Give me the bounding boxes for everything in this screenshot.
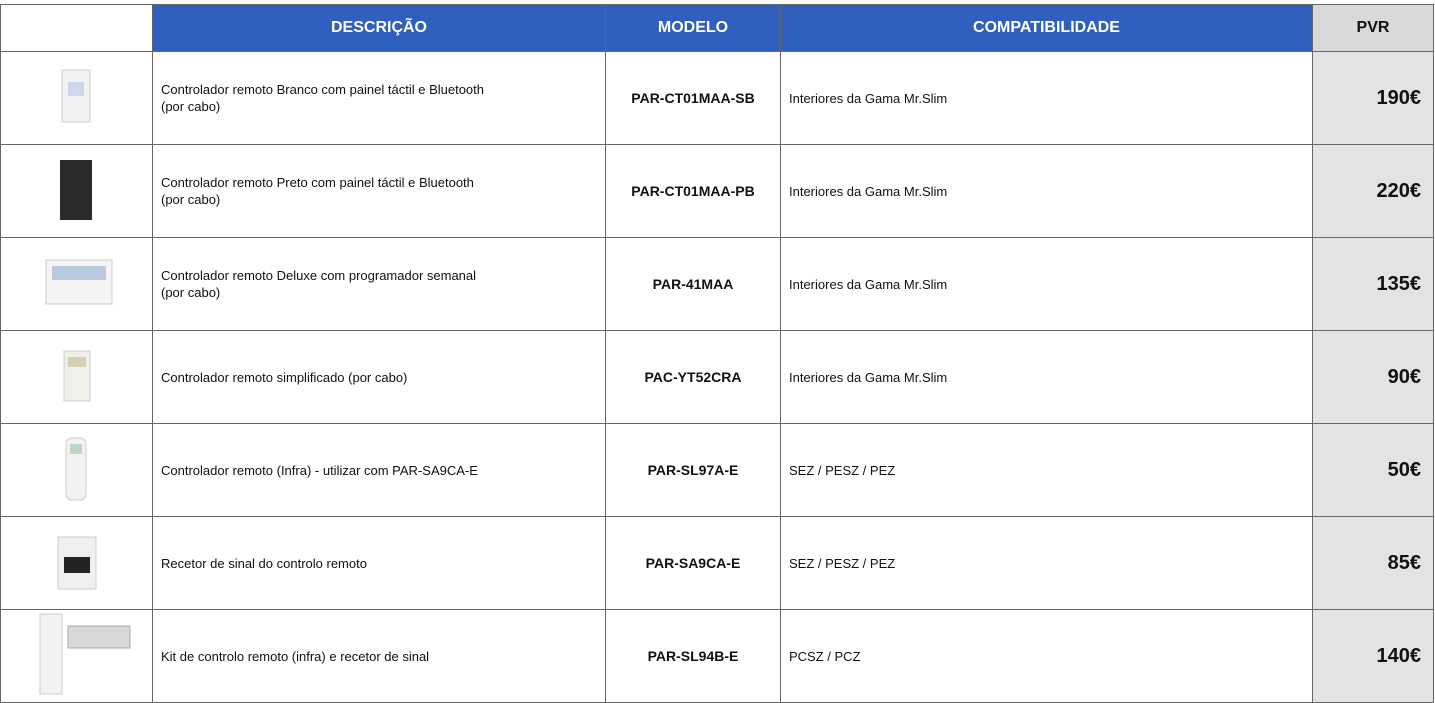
page: DESCRIÇÃO MODELO COMPATIBILIDADE PVR Con…	[0, 4, 1434, 703]
compatibility: Interiores da Gama Mr.Slim	[780, 144, 1313, 238]
product-row: Controlador remoto simplificado (por cab…	[0, 330, 1434, 424]
product-image	[57, 536, 96, 590]
product-image	[59, 160, 92, 220]
product-image-cell	[0, 51, 153, 145]
compatibility: Interiores da Gama Mr.Slim	[780, 51, 1313, 145]
compatibility: SEZ / PESZ / PEZ	[780, 516, 1313, 610]
compatibility: PCSZ / PCZ	[780, 609, 1313, 703]
product-image-cell	[0, 330, 153, 424]
product-row: Recetor de sinal do controlo remoto PAR-S…	[0, 516, 1434, 610]
header-cell: DESCRIÇÃO	[152, 4, 606, 52]
description: Controlador remoto Preto com painel táct…	[152, 144, 606, 238]
product-table: DESCRIÇÃO MODELO COMPATIBILIDADE PVR Con…	[0, 4, 1434, 703]
price: 140€	[1312, 609, 1434, 703]
description: Controlador remoto simplificado (por cab…	[152, 330, 606, 424]
model: PAR-SA9CA-E	[605, 516, 781, 610]
model: PAR-SL94B-E	[605, 609, 781, 703]
description: Controlador remoto (Infra) - utilizar co…	[152, 423, 606, 517]
product-image	[63, 350, 90, 402]
header-cell: MODELO	[605, 4, 781, 52]
compatibility: Interiores da Gama Mr.Slim	[780, 237, 1313, 331]
description: Controlador remoto Deluxe com programado…	[152, 237, 606, 331]
price: 90€	[1312, 330, 1434, 424]
price: 85€	[1312, 516, 1434, 610]
product-row: Kit de controlo remoto (infra) e recetor…	[0, 609, 1434, 703]
product-image-cell	[0, 423, 153, 517]
product-image-cell	[0, 144, 153, 238]
product-row: Controlador remoto Branco com painel tác…	[0, 51, 1434, 145]
header-cell: PVR	[1312, 4, 1434, 52]
description: Kit de controlo remoto (infra) e recetor…	[152, 609, 606, 703]
product-row: Controlador remoto Preto com painel táct…	[0, 144, 1434, 238]
price: 135€	[1312, 237, 1434, 331]
product-image-cell	[0, 609, 153, 703]
model: PAR-CT01MAA-PB	[605, 144, 781, 238]
table-body: Controlador remoto Branco com painel tác…	[0, 51, 1434, 703]
product-image-cell	[0, 516, 153, 610]
product-image	[65, 437, 86, 501]
model: PAC-YT52CRA	[605, 330, 781, 424]
product-image	[45, 259, 112, 305]
model: PAR-CT01MAA-SB	[605, 51, 781, 145]
product-image	[61, 69, 90, 123]
product-image-cell	[0, 237, 153, 331]
compatibility: SEZ / PESZ / PEZ	[780, 423, 1313, 517]
product-image	[39, 613, 130, 695]
price: 190€	[1312, 51, 1434, 145]
model: PAR-41MAA	[605, 237, 781, 331]
price: 50€	[1312, 423, 1434, 517]
description: Controlador remoto Branco com painel tác…	[152, 51, 606, 145]
header-cell: COMPATIBILIDADE	[780, 4, 1313, 52]
header-cell	[0, 4, 153, 52]
compatibility: Interiores da Gama Mr.Slim	[780, 330, 1313, 424]
description: Recetor de sinal do controlo remoto	[152, 516, 606, 610]
product-row: Controlador remoto Deluxe com programado…	[0, 237, 1434, 331]
product-row: Controlador remoto (Infra) - utilizar co…	[0, 423, 1434, 517]
header-row: DESCRIÇÃO MODELO COMPATIBILIDADE PVR	[0, 4, 1434, 52]
price: 220€	[1312, 144, 1434, 238]
model: PAR-SL97A-E	[605, 423, 781, 517]
